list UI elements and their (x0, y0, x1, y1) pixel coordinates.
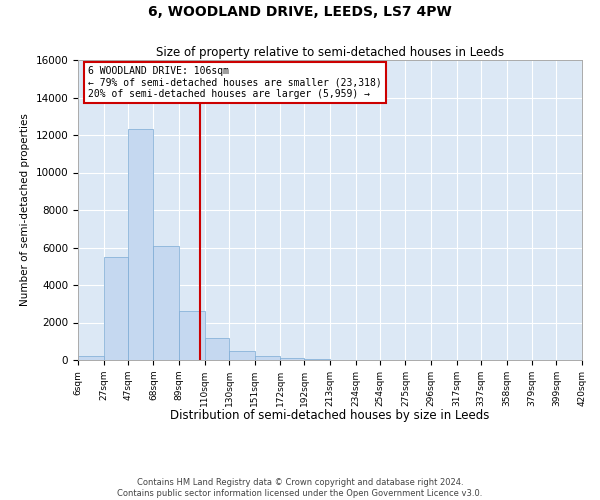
Bar (104, 257, 128, 360)
Y-axis label: Number of semi-detached properties: Number of semi-detached properties (20, 114, 30, 306)
Bar (154, 246, 179, 360)
X-axis label: Distribution of semi-detached houses by size in Leeds: Distribution of semi-detached houses by … (170, 409, 490, 422)
Bar (229, 350, 254, 360)
Bar (205, 338, 229, 360)
Bar (280, 358, 304, 360)
Bar (128, 130, 154, 360)
Bar (254, 356, 280, 360)
Text: 6, WOODLAND DRIVE, LEEDS, LS7 4PW: 6, WOODLAND DRIVE, LEEDS, LS7 4PW (148, 5, 452, 19)
Text: Contains HM Land Registry data © Crown copyright and database right 2024.
Contai: Contains HM Land Registry data © Crown c… (118, 478, 482, 498)
Bar (179, 311, 205, 360)
Text: 6 WOODLAND DRIVE: 106sqm
← 79% of semi-detached houses are smaller (23,318)
20% : 6 WOODLAND DRIVE: 106sqm ← 79% of semi-d… (88, 66, 382, 99)
Bar (78, 356, 104, 360)
Bar (304, 359, 330, 360)
Title: Size of property relative to semi-detached houses in Leeds: Size of property relative to semi-detach… (156, 46, 504, 59)
